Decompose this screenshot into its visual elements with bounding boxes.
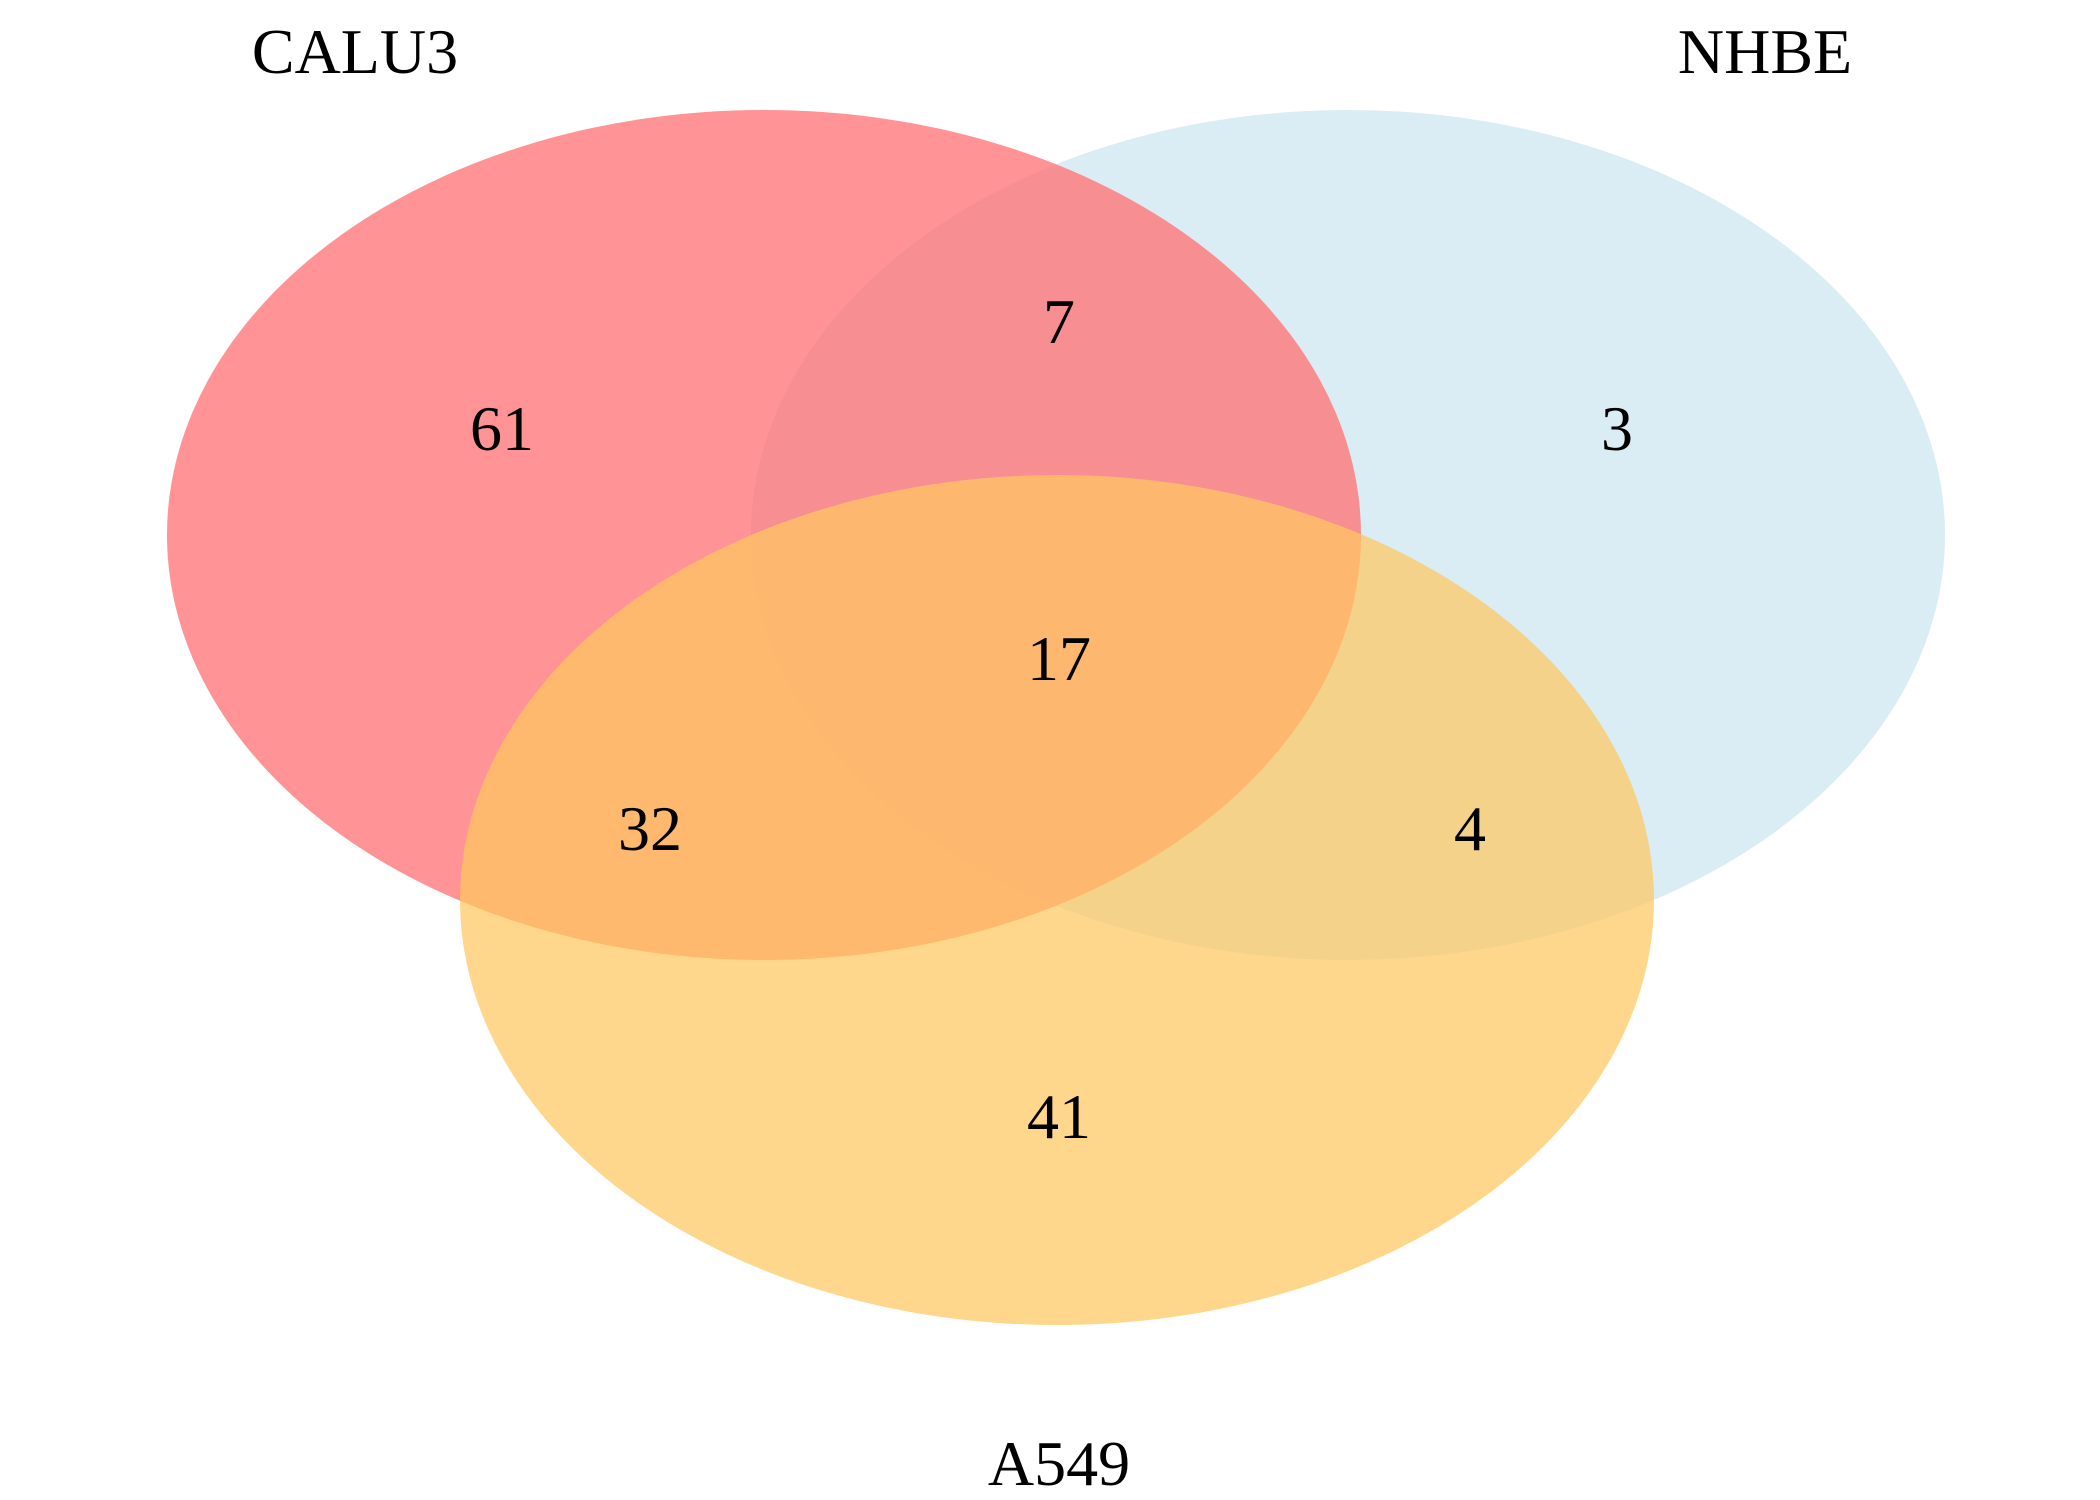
set-label-a549: A549 xyxy=(988,1428,1130,1499)
region-count-all-three: 17 xyxy=(1027,623,1091,694)
region-count-nhbe-a549: 4 xyxy=(1454,793,1486,864)
region-count-calu3-a549: 32 xyxy=(618,793,682,864)
region-count-a549-only: 41 xyxy=(1027,1081,1091,1152)
set-ellipse-a549 xyxy=(460,475,1654,1325)
set-label-nhbe: NHBE xyxy=(1678,16,1852,87)
region-count-calu3-nhbe: 7 xyxy=(1043,286,1075,357)
set-label-calu3: CALU3 xyxy=(252,16,458,87)
region-count-nhbe-only: 3 xyxy=(1601,393,1633,464)
region-count-calu3-only: 61 xyxy=(470,393,534,464)
